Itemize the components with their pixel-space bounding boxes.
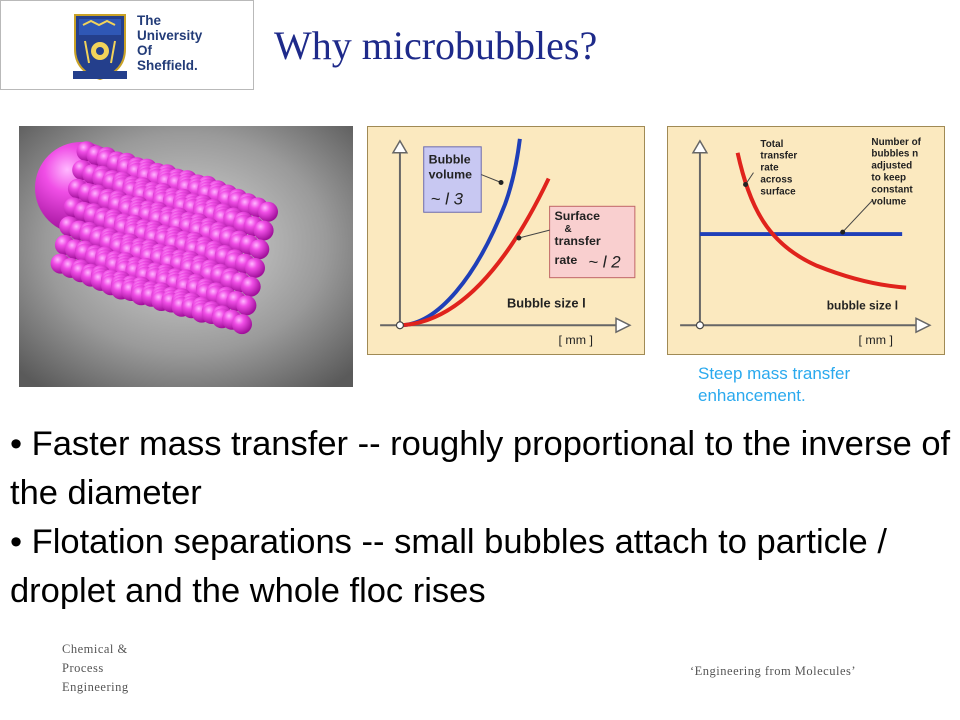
number-label: to keep <box>871 173 906 184</box>
units-label: [ mm ] <box>859 333 893 347</box>
total-label: surface <box>760 186 796 197</box>
tagline: ‘Engineering from Molecules’ <box>690 664 857 678</box>
total-label: rate <box>760 163 779 174</box>
crest-icon <box>73 14 127 81</box>
volume-label: volume <box>429 168 472 182</box>
units-label: [ mm ] <box>559 333 593 347</box>
volume-curve <box>399 138 522 328</box>
department-line: Process <box>62 661 104 675</box>
logo-line: The <box>137 13 162 28</box>
number-label: Number of <box>871 137 921 148</box>
surface-formula: ~ l 2 <box>588 253 621 272</box>
volume-formula: ~ l 3 <box>431 189 464 208</box>
small-bubble <box>249 239 270 260</box>
small-bubble <box>240 276 261 297</box>
xaxis-label: Bubble size l <box>507 295 586 310</box>
surface-label: & <box>564 224 571 235</box>
number-label: bubbles n <box>871 149 918 160</box>
transfer-rate-curve <box>735 152 907 290</box>
small-bubble-cube <box>50 141 278 335</box>
bullet-item: • Faster mass transfer -- roughly propor… <box>10 425 951 512</box>
xaxis-label: bubble size l <box>827 298 898 312</box>
surface-label: Surface <box>555 209 601 223</box>
small-bubble <box>236 295 257 316</box>
total-label: across <box>760 175 792 186</box>
total-label: transfer <box>760 151 797 162</box>
volume-label: Bubble <box>429 153 471 167</box>
number-label: constant <box>871 184 913 195</box>
surface-curve <box>399 177 551 328</box>
bullet-list: • Faster mass transfer -- roughly propor… <box>10 420 955 616</box>
logo-wordmark: The University Of Sheffield. <box>137 13 202 73</box>
small-bubble <box>245 257 265 278</box>
small-bubble <box>258 201 278 222</box>
graph-caption: Steep mass transfer enhancement. <box>698 364 851 405</box>
bullet-item: • Flotation separations -- small bubbles… <box>10 523 887 610</box>
number-label: adjusted <box>871 161 912 172</box>
bubble-cluster-image <box>19 126 353 387</box>
department-line: Chemical & <box>62 642 128 656</box>
small-bubble <box>232 314 252 335</box>
total-label: Total <box>760 139 783 150</box>
department-line: Engineering <box>62 680 129 694</box>
logo-line: Sheffield. <box>137 58 198 73</box>
surface-label: transfer <box>555 234 601 248</box>
small-bubble <box>253 220 274 241</box>
logo-line: Of <box>137 43 152 58</box>
slide-title: Why microbubbles? <box>274 23 598 68</box>
university-logo: The University Of Sheffield. <box>0 0 254 90</box>
department-name: Chemical & Process Engineering <box>62 640 152 697</box>
logo-line: University <box>137 28 203 43</box>
number-label: volume <box>871 196 906 207</box>
transfer-rate-graph: Total transfer rate across surface Numbe… <box>667 126 945 355</box>
volume-surface-graph: Bubble volume ~ l 3 Surface & transfer r… <box>367 126 645 355</box>
surface-label: rate <box>555 253 578 267</box>
